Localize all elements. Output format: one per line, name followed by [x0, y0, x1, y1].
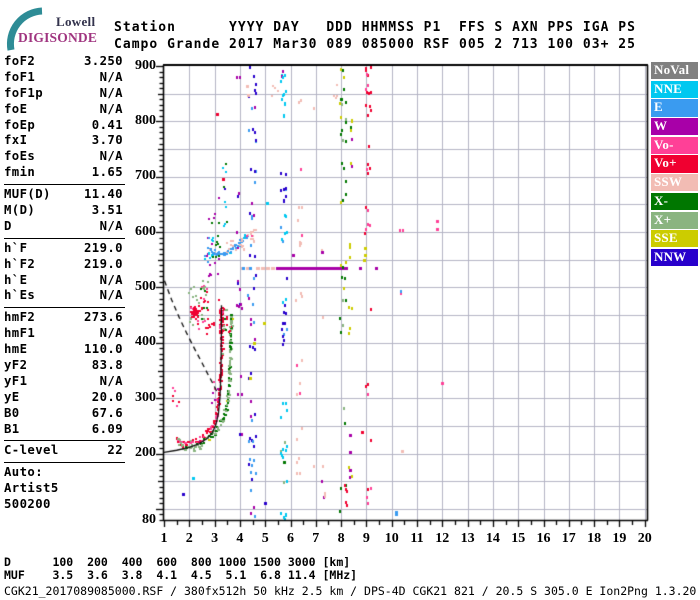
x-tick-label: 3 [211, 531, 219, 546]
y-tick-label: 200 [135, 445, 156, 461]
x-tick-label: 5 [261, 531, 269, 546]
x-tick-label: 14 [485, 531, 500, 546]
legend-item-nne: NNE [651, 80, 698, 98]
legend-item-noval: NoVal [651, 62, 698, 80]
x-tick-label: 9 [362, 531, 370, 546]
y-tick-label: 900 [135, 57, 156, 73]
x-tick-label: 11 [410, 531, 424, 546]
x-tick-label: 12 [435, 531, 450, 546]
x-tick-label: 2 [185, 531, 193, 546]
x-tick-label: 13 [460, 531, 475, 546]
legend-item-e: E [651, 99, 698, 117]
y-tick-label: 400 [135, 334, 156, 350]
y-tick-label: 80 [142, 511, 156, 527]
x-tick-label: 15 [511, 531, 526, 546]
x-tick-label: 20 [637, 531, 652, 546]
x-tick-label: 16 [536, 531, 551, 546]
d-row: D 100 200 400 600 800 1000 1500 3000 [km… [4, 555, 351, 569]
status-line: CGK21_2017089085000.RSF / 380fx512h 50 k… [4, 584, 697, 598]
x-tick-label: 6 [287, 531, 294, 546]
x-tick-label: 4 [236, 531, 244, 546]
y-tick-label: 300 [135, 389, 156, 405]
y-tick-label: 500 [135, 278, 156, 294]
x-tick-label: 18 [587, 531, 602, 546]
y-tick-label: 800 [135, 112, 156, 128]
x-tick-label: 10 [384, 531, 399, 546]
legend-item-x: X- [651, 192, 698, 211]
legend-item-sse: SSE [651, 230, 698, 248]
distance-muf-table: D 100 200 400 600 800 1000 1500 3000 [km… [4, 556, 357, 582]
legend-item-w: W [651, 118, 698, 136]
legend-item-nnw: NNW [651, 248, 698, 267]
legend-item-x: X+ [651, 211, 698, 229]
x-tick-label: 1 [160, 531, 168, 546]
y-tick-label: 600 [135, 223, 156, 239]
x-tick-label: 19 [612, 531, 627, 546]
x-tick-label: 8 [337, 531, 345, 546]
legend-item-ssw: SSW [651, 174, 698, 192]
muf-row: MUF 3.5 3.6 3.8 4.1 4.5 5.1 6.8 11.4 [MH… [4, 568, 358, 582]
legend-item-vo: Vo+ [651, 155, 698, 173]
legend-item-vo: Vo- [651, 136, 698, 155]
y-tick-label: 700 [135, 168, 156, 184]
polarization-legend: NoVal NNE E W Vo- Vo+ SSW X- X+ SSE NNW [651, 62, 698, 268]
x-tick-label: 17 [561, 531, 576, 546]
x-tick-label: 7 [312, 531, 320, 546]
